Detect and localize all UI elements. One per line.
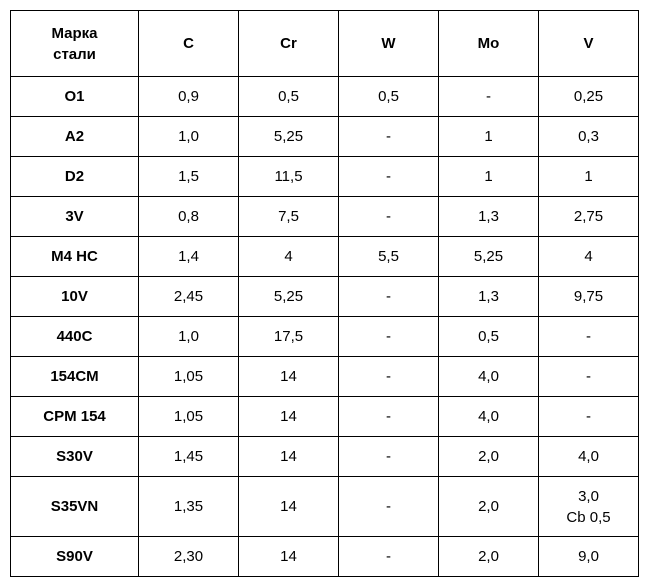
value-cell: 1 bbox=[438, 116, 539, 157]
table-row: S30V 1,45 14-2,0 4,0 bbox=[10, 436, 639, 477]
value-cell: 4 bbox=[538, 236, 639, 277]
steel-grade: CPM 154 bbox=[10, 396, 139, 437]
steel-grade: 154CM bbox=[10, 356, 139, 397]
header-row: Марка стали C Cr W Mo V bbox=[10, 10, 639, 77]
table-row: O1 0,9 0,5 0,5-0,25 bbox=[10, 76, 639, 117]
value-cell: 14 bbox=[238, 436, 339, 477]
value-cell: 1,5 bbox=[138, 156, 239, 197]
value-cell: 1 bbox=[438, 156, 539, 197]
steel-grade: D2 bbox=[10, 156, 139, 197]
value-cell: 0,5 bbox=[238, 76, 339, 117]
value-cell: 2,75 bbox=[538, 196, 639, 237]
value-cell: - bbox=[438, 76, 539, 117]
value-cell: 2,45 bbox=[138, 276, 239, 317]
value-cell: 14 bbox=[238, 536, 339, 577]
table-row: D2 1,5 11,5-1 1 bbox=[10, 156, 639, 197]
value-cell: 3,0 Cb 0,5 bbox=[538, 476, 639, 537]
value-cell: 5,25 bbox=[238, 276, 339, 317]
header-cell: Mo bbox=[438, 10, 539, 77]
table-row: S35VN 1,35 14-2,0 3,0 Cb 0,5 bbox=[10, 476, 639, 537]
value-cell: 1,3 bbox=[438, 196, 539, 237]
value-cell: 1,0 bbox=[138, 316, 239, 357]
value-cell: 0,5 bbox=[438, 316, 539, 357]
value-cell: - bbox=[338, 396, 439, 437]
value-cell: - bbox=[338, 356, 439, 397]
value-cell: 2,0 bbox=[438, 436, 539, 477]
value-cell: - bbox=[538, 396, 639, 437]
value-cell: 0,9 bbox=[138, 76, 239, 117]
value-cell: 5,25 bbox=[438, 236, 539, 277]
value-cell: 1,4 bbox=[138, 236, 239, 277]
value-cell: 0,25 bbox=[538, 76, 639, 117]
value-cell: 4 bbox=[238, 236, 339, 277]
value-cell: 2,0 bbox=[438, 536, 539, 577]
value-cell: 14 bbox=[238, 356, 339, 397]
value-cell: 14 bbox=[238, 396, 339, 437]
table-row: 10V 2,45 5,25-1,3 9,75 bbox=[10, 276, 639, 317]
value-cell: 4,0 bbox=[438, 356, 539, 397]
steel-grade: S30V bbox=[10, 436, 139, 477]
value-cell: 9,75 bbox=[538, 276, 639, 317]
value-cell: 4,0 bbox=[438, 396, 539, 437]
value-cell: 1,3 bbox=[438, 276, 539, 317]
value-cell: - bbox=[338, 156, 439, 197]
value-cell: 2,30 bbox=[138, 536, 239, 577]
value-cell: 1,0 bbox=[138, 116, 239, 157]
steel-table: Марка стали C Cr W Mo V O1 0,9 0,5 0,5-0,25 A2 1,0… bbox=[10, 10, 639, 577]
value-cell: 5,5 bbox=[338, 236, 439, 277]
value-cell: 9,0 bbox=[538, 536, 639, 577]
value-cell: 11,5 bbox=[238, 156, 339, 197]
steel-grade: 3V bbox=[10, 196, 139, 237]
steel-grade: A2 bbox=[10, 116, 139, 157]
table-row: 3V 0,8 7,5-1,3 2,75 bbox=[10, 196, 639, 237]
value-cell: 1,35 bbox=[138, 476, 239, 537]
value-cell: 4,0 bbox=[538, 436, 639, 477]
table-row: A2 1,0 5,25-1 0,3 bbox=[10, 116, 639, 157]
steel-grade: 10V bbox=[10, 276, 139, 317]
header-cell: Марка стали bbox=[10, 10, 139, 77]
value-cell: 17,5 bbox=[238, 316, 339, 357]
value-cell: 1 bbox=[538, 156, 639, 197]
value-cell: 5,25 bbox=[238, 116, 339, 157]
value-cell: - bbox=[338, 316, 439, 357]
value-cell: - bbox=[338, 276, 439, 317]
value-cell: 1,05 bbox=[138, 396, 239, 437]
value-cell: 0,5 bbox=[338, 76, 439, 117]
value-cell: - bbox=[338, 436, 439, 477]
header-cell: C bbox=[138, 10, 239, 77]
steel-grade: S90V bbox=[10, 536, 139, 577]
table-row: M4 HC 1,4 4 5,5 5,25 4 bbox=[10, 236, 639, 277]
value-cell: 1,45 bbox=[138, 436, 239, 477]
header-cell: Cr bbox=[238, 10, 339, 77]
value-cell: 1,05 bbox=[138, 356, 239, 397]
steel-grade: 440C bbox=[10, 316, 139, 357]
value-cell: - bbox=[538, 356, 639, 397]
table-row: 154CM 1,05 14-4,0- bbox=[10, 356, 639, 397]
value-cell: - bbox=[338, 196, 439, 237]
table-row: S90V 2,30 14-2,0 9,0 bbox=[10, 536, 639, 577]
value-cell: 0,3 bbox=[538, 116, 639, 157]
value-cell: 7,5 bbox=[238, 196, 339, 237]
value-cell: 0,8 bbox=[138, 196, 239, 237]
steel-grade: M4 HC bbox=[10, 236, 139, 277]
value-cell: - bbox=[338, 536, 439, 577]
steel-grade: S35VN bbox=[10, 476, 139, 537]
value-cell: - bbox=[338, 116, 439, 157]
value-cell: 2,0 bbox=[438, 476, 539, 537]
header-cell: W bbox=[338, 10, 439, 77]
table-row: CPM 154 1,05 14-4,0- bbox=[10, 396, 639, 437]
header-cell: V bbox=[538, 10, 639, 77]
table-row: 440C 1,0 17,5-0,5- bbox=[10, 316, 639, 357]
value-cell: - bbox=[338, 476, 439, 537]
value-cell: 14 bbox=[238, 476, 339, 537]
value-cell: - bbox=[538, 316, 639, 357]
steel-grade: O1 bbox=[10, 76, 139, 117]
